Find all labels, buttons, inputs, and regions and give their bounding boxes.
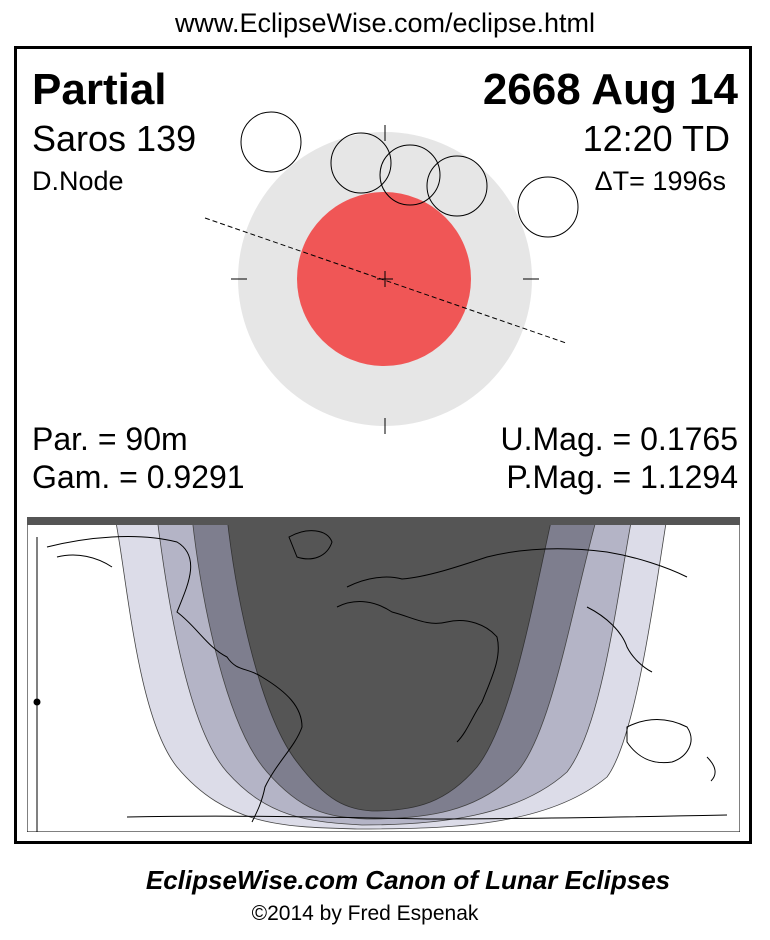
penumbral-magnitude: P.Mag. = 1.1294 [506,459,738,495]
delta-t: ΔT= 1996s [594,166,726,196]
source-url: www.EclipseWise.com/eclipse.html [174,8,596,38]
moonrise-marker [33,698,41,706]
saros-number: Saros 139 [32,118,197,159]
gamma-value: Gam. = 0.9291 [32,459,245,495]
diagram-frame [14,46,752,844]
arctic-strip [27,517,740,525]
coastlines [46,530,728,823]
footer-title: EclipseWise.com Canon of Lunar Eclipses [145,865,671,895]
footer-credit: ©2014 by Fred Espenak [251,902,479,925]
visibility-map [27,517,740,832]
umbral-magnitude: U.Mag. = 0.1765 [500,421,738,457]
night-region [226,517,553,812]
eclipse-type: Partial [32,65,167,114]
moon-position-u1 [330,132,392,194]
moon-position-p4 [517,176,579,238]
eclipse-date: 2668 Aug 14 [482,65,738,114]
moon-position-u4 [426,155,488,217]
moon-position-greatest [379,144,441,206]
lunar-node: D.Node [32,166,124,196]
eclipse-time: 12:20 TD [582,118,730,159]
moon-position-p1 [240,111,302,173]
partial-duration: Par. = 90m [32,421,188,457]
